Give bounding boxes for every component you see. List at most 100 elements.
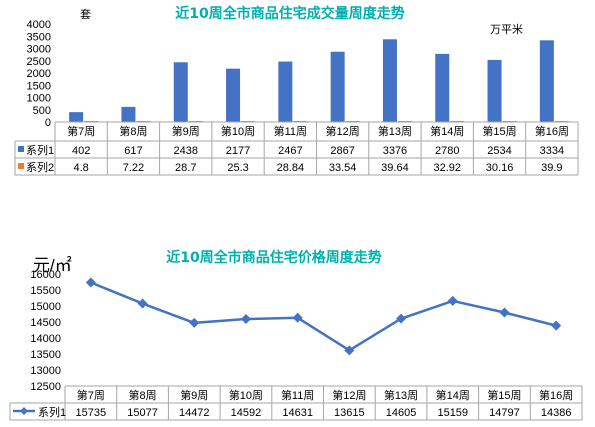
price-series-line [90,281,557,352]
volume-data-label: 617 [124,145,142,157]
price-point-marker [551,320,562,331]
volume-y-tick-label: 1500 [27,80,51,92]
volume-category-label: 第14周 [430,124,464,138]
volume-chart: 近10周全市商品住宅成交量周度走势 套 万平米 0500100015002000… [14,5,579,176]
volume-y-tick-label: 3000 [27,44,51,56]
volume-data-label: 4.8 [74,162,89,174]
price-data-label: 14797 [489,407,520,419]
volume-category-label: 第11周 [274,124,307,138]
volume-category-label: 第16周 [535,124,569,138]
price-point-marker [85,277,96,288]
price-category-label: 第7周 [77,388,105,402]
price-chart: 近10周全市商品住宅价格周度走势 元/㎡ 12500 13000 13500 1400… [9,249,583,421]
volume-data-label: 28.7 [175,162,196,174]
volume-data-label: 25.3 [227,162,248,174]
price-point-marker [396,313,407,324]
volume-y-tick-label: 2500 [27,56,51,68]
price-y-axis-label: 元/㎡ [33,256,72,275]
volume-bar [435,53,450,122]
legend-series-name: 系列1 [26,143,54,157]
price-data-label: 14631 [282,407,313,419]
volume-data-label: 32.92 [433,162,461,174]
volume-data-label: 3376 [383,145,407,157]
volume-y-tick-label: 4000 [27,19,51,31]
price-category-label: 第13周 [384,388,418,402]
price-category-label: 第12周 [332,388,366,402]
price-y-tick-label: 15000 [30,301,61,313]
volume-category-label: 第13周 [378,124,412,138]
volume-bar [173,62,188,122]
volume-data-label: 39.9 [541,162,562,174]
legend-marker [20,407,28,415]
legend-swatch [18,146,24,152]
volume-data-label: 33.54 [329,162,357,174]
volume-y-tick-label: 3500 [27,31,51,43]
price-y-tick-label: 14500 [30,317,61,329]
volume-bar [487,59,502,122]
price-category-label: 第10周 [229,388,263,402]
legend-series-name: 系列1 [38,405,66,419]
volume-data-label: 2467 [278,145,302,157]
price-data-label: 13615 [334,407,365,419]
price-chart-title: 近10周全市商品住宅价格周度走势 [166,249,381,266]
volume-category-label: 第15周 [482,124,516,138]
volume-y-axis-label: 套 [80,8,91,21]
legend-series-name: 系列2 [26,160,54,174]
volume-data-label: 7.22 [123,162,144,174]
volume-data-label: 2534 [487,145,511,157]
volume-bar [382,39,397,123]
volume-data-label: 28.84 [277,162,305,174]
price-category-label: 第11周 [281,388,314,402]
volume-y-tick-label: 0 [45,117,51,129]
volume-bar [121,106,136,122]
volume-data-label: 402 [72,145,90,157]
price-point-marker [189,317,200,328]
price-category-label: 第15周 [487,388,521,402]
volume-bar [226,68,241,122]
volume-data-label: 30.16 [486,162,514,174]
price-y-tick-label: 14000 [30,333,61,345]
volume-bar [69,112,84,122]
volume-data-label: 39.64 [381,162,409,174]
legend-swatch [18,163,24,169]
price-category-label: 第9周 [180,388,208,402]
price-y-tick-label: 13500 [30,349,61,361]
volume-bar [539,40,554,122]
price-y-tick-label: 16000 [30,269,61,281]
price-point-marker [447,295,458,306]
volume-y-tick-label: 2000 [27,68,51,80]
price-data-label: 15735 [76,407,107,419]
volume-data-label: 3334 [540,145,564,157]
volume-category-label: 第12周 [326,124,360,138]
volume-y2-axis-label: 万平米 [490,23,523,36]
volume-category-label: 第7周 [67,124,95,138]
volume-category-label: 第10周 [221,124,255,138]
price-data-label: 15159 [437,407,468,419]
volume-data-label: 2177 [226,145,250,157]
volume-category-label: 第8周 [119,124,147,138]
volume-data-table: 第7周 402 4.8 第8周 617 7.22 第9周 2438 28.7 第10周 2177 25… [14,121,579,176]
price-point-marker [499,307,510,318]
price-data-label: 14605 [386,407,417,419]
volume-bars [69,39,569,123]
price-data-table: 第7周 15735 第8周 15077 第9周 14472 第10周 14592 第11周 146… [9,385,583,421]
price-y-ticks: 12500 13000 13500 14000 14500 15000 15500 16000 [30,269,61,393]
price-category-label: 第8周 [128,388,156,402]
price-point-marker [137,298,148,309]
price-data-label: 15077 [127,407,158,419]
volume-bar [330,51,345,122]
price-data-label: 14592 [231,407,262,419]
price-line [85,277,562,356]
price-data-label: 14386 [541,407,572,419]
price-data-label: 14472 [179,407,210,419]
price-category-label: 第16周 [539,388,573,402]
price-y-tick-label: 13000 [30,365,61,377]
price-point-marker [292,312,303,323]
volume-category-label: 第9周 [172,124,200,138]
volume-bar [278,61,293,122]
price-point-marker [240,314,251,325]
volume-chart-title: 近10周全市商品住宅成交量周度走势 [175,5,404,22]
volume-y-tick-label: 500 [33,105,51,117]
price-point-marker [344,345,355,356]
